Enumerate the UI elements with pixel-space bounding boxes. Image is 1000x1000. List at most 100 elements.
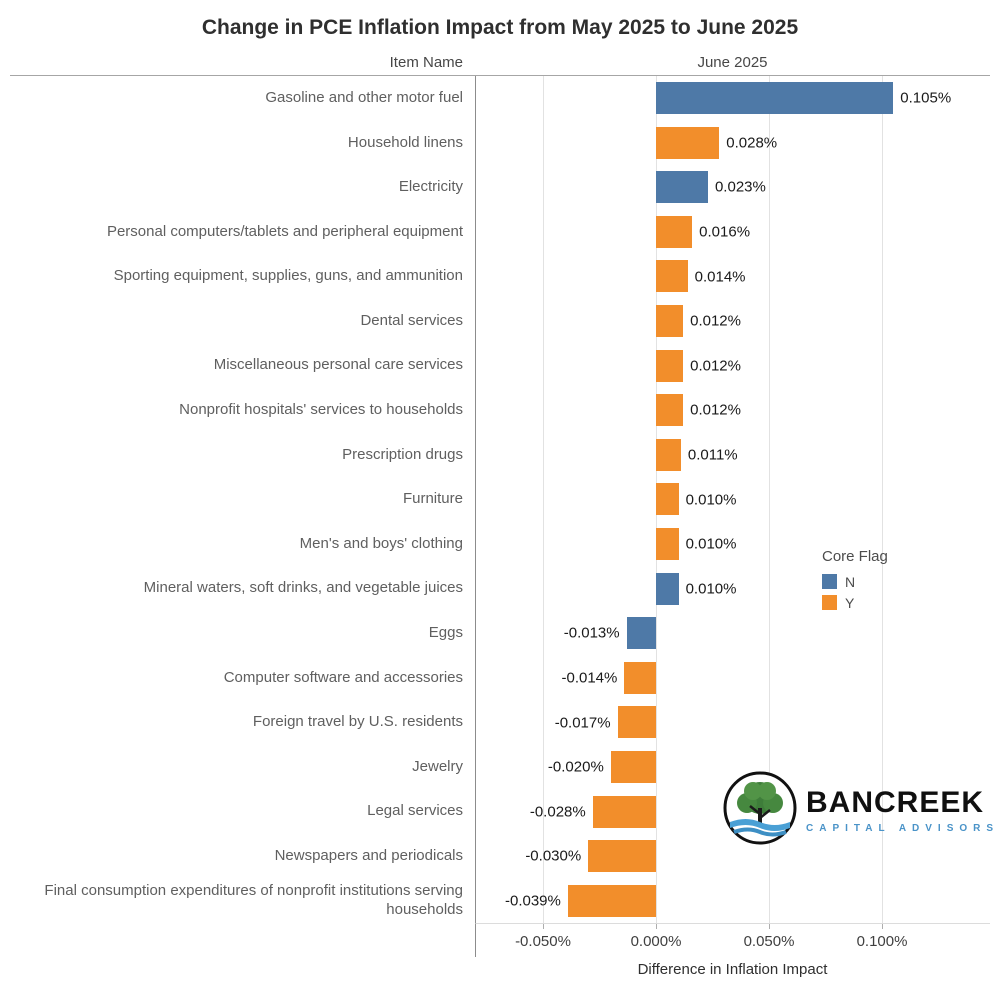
item-label: Nonprofit hospitals' services to househo…: [179, 401, 463, 419]
logo-subtitle: CAPITAL ADVISORS: [806, 822, 1000, 834]
item-label: Household linens: [347, 133, 463, 151]
value-label: 0.014%: [694, 268, 746, 286]
item-label: Legal services: [367, 802, 463, 820]
item-label: Newspapers and periodicals: [274, 847, 463, 865]
bar-y[interactable]: [656, 349, 684, 382]
value-label: 0.028%: [726, 134, 778, 152]
gridline: [543, 76, 544, 924]
bar-row: -0.017%: [476, 700, 990, 745]
bancreek-logo: BANCREEK CAPITAL ADVISORS: [722, 770, 999, 851]
x-tick-label: -0.050%: [515, 933, 571, 951]
value-label: -0.017%: [554, 714, 611, 732]
tick-mark: [656, 924, 657, 930]
bar-row: -0.039%: [476, 879, 990, 924]
value-label: 0.010%: [685, 535, 737, 553]
legend-label: N: [845, 573, 856, 590]
bar-row: -0.014%: [476, 656, 990, 701]
value-label: -0.013%: [563, 624, 620, 642]
bar-row: 0.016%: [476, 210, 990, 255]
bar-row: -0.020%: [476, 745, 990, 790]
legend: Core Flag N Y: [822, 548, 888, 613]
bar-row: 0.010%: [476, 522, 990, 567]
bar-chart: Item Name June 2025 Gasoline and other m…: [10, 50, 990, 978]
bar-n[interactable]: [656, 82, 894, 114]
legend-swatch-orange: [822, 595, 837, 610]
column-header-row: Item Name June 2025: [10, 50, 990, 76]
tree-logo-icon: [722, 770, 798, 851]
chart-title: Change in PCE Inflation Impact from May …: [201, 16, 799, 39]
item-label: Jewelry: [412, 757, 463, 775]
item-labels-column: Gasoline and other motor fuel Household l…: [10, 76, 475, 923]
legend-label: Y: [845, 594, 855, 611]
item-label: Furniture: [402, 490, 463, 508]
bar-y[interactable]: [656, 527, 679, 560]
item-label: Dental services: [360, 311, 463, 329]
bar-n[interactable]: [656, 572, 679, 605]
tick-mark: [769, 924, 770, 930]
item-label: Computer software and accessories: [223, 668, 463, 686]
bar-y[interactable]: [567, 884, 656, 917]
value-label: -0.028%: [529, 803, 586, 821]
logo-name: BANCREEK: [806, 785, 985, 819]
bar-row: -0.013%: [476, 611, 990, 656]
bar-y[interactable]: [592, 795, 656, 828]
plot-area: 0.105% 0.028% 0.023% 0.016% 0.014% 0.012% 0.01…: [475, 76, 990, 924]
value-label: 0.011%: [687, 446, 738, 464]
bar-y[interactable]: [656, 126, 720, 159]
bar-y[interactable]: [624, 661, 656, 694]
x-axis-title: Difference in Inflation Impact: [637, 961, 828, 979]
bar-row: 0.023%: [476, 165, 990, 210]
column-header-item-name: Item Name: [389, 54, 463, 71]
value-label: 0.012%: [690, 357, 741, 375]
bar-row: -0.030%: [476, 834, 990, 879]
item-label: Sporting equipment, supplies, guns, and …: [113, 267, 463, 285]
item-label: Prescription drugs: [342, 445, 463, 463]
bar-y[interactable]: [610, 750, 656, 783]
x-tick-label: 0.100%: [856, 933, 908, 951]
value-label: 0.105%: [900, 89, 952, 107]
bar-row: 0.010%: [476, 477, 990, 522]
bar-y[interactable]: [656, 394, 684, 427]
bar-y[interactable]: [656, 215, 693, 248]
item-label: Miscellaneous personal care services: [213, 356, 463, 374]
x-axis: -0.050% 0.000% 0.050% 0.100%: [10, 923, 990, 958]
item-label: Foreign travel by U.S. residents: [252, 713, 463, 731]
x-tick-label: 0.050%: [743, 933, 795, 951]
value-label: -0.020%: [547, 758, 604, 776]
bar-y[interactable]: [656, 304, 684, 337]
bar-row: 0.105%: [476, 76, 990, 121]
bar-row: 0.028%: [476, 121, 990, 166]
bar-y[interactable]: [588, 840, 656, 873]
gridline: [769, 76, 770, 924]
bar-n[interactable]: [626, 617, 656, 650]
legend-swatch-blue: [822, 574, 837, 589]
value-label: 0.010%: [685, 580, 737, 598]
item-label: Electricity: [398, 178, 463, 196]
bar-y[interactable]: [656, 483, 679, 516]
bar-y[interactable]: [656, 260, 688, 293]
axis-spacer: [10, 923, 475, 957]
value-label: 0.012%: [690, 401, 741, 419]
bar-row: 0.012%: [476, 344, 990, 389]
chart-body: Gasoline and other motor fuel Household l…: [10, 76, 990, 924]
legend-entry-n[interactable]: N: [822, 571, 888, 592]
bar-y[interactable]: [617, 706, 656, 739]
item-label: Eggs: [428, 624, 463, 642]
value-label: -0.039%: [504, 892, 561, 910]
gridline: [882, 76, 883, 924]
item-label: Personal computers/tablets and periphera…: [106, 222, 463, 240]
bar-row: 0.014%: [476, 254, 990, 299]
value-label: -0.030%: [525, 847, 582, 865]
value-label: 0.023%: [714, 178, 766, 196]
value-label: 0.016%: [699, 223, 751, 241]
bar-row: 0.011%: [476, 433, 990, 478]
bar-row: 0.010%: [476, 567, 990, 612]
bar-y[interactable]: [656, 438, 681, 471]
bar-n[interactable]: [656, 171, 708, 204]
tick-mark: [882, 924, 883, 930]
value-label: -0.014%: [561, 669, 618, 687]
item-label: Mineral waters, soft drinks, and vegetab…: [143, 579, 463, 597]
item-label: Final consumption expenditures of nonpro…: [44, 882, 463, 918]
tick-mark: [543, 924, 544, 930]
legend-entry-y[interactable]: Y: [822, 592, 888, 613]
